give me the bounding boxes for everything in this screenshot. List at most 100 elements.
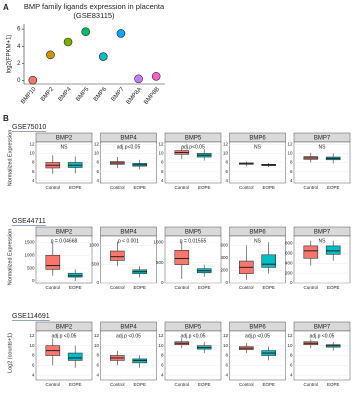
y-tick-label: 12 <box>29 141 35 146</box>
dot <box>116 29 126 38</box>
y-tick-label: 8 <box>290 160 293 165</box>
y-tick-label: 10 <box>94 343 100 348</box>
y-tick-label: 500 <box>156 260 164 265</box>
y-tick-label: 500 <box>27 265 35 270</box>
dataset-label: GSE114691 <box>12 313 50 320</box>
y-tick-label: 10 <box>158 151 164 156</box>
plot-area <box>229 235 286 284</box>
dataset-label: GSE75010 <box>12 124 46 131</box>
panel-title: BMP7 <box>314 135 331 141</box>
y-tick-label: 1000 <box>89 243 100 248</box>
y-tick-label: 6 <box>96 362 99 367</box>
y-tick-label: 10 <box>158 343 164 348</box>
y-tick-label: 800 <box>285 241 293 246</box>
x-tick-label: Control <box>46 382 61 387</box>
x-tick-label: Control <box>175 185 190 190</box>
y-tick-label: 6 <box>161 362 164 367</box>
annotation: adj.p <0.05 <box>310 333 335 339</box>
y-tick-label: 12 <box>158 333 164 338</box>
dataset-label: GSE44711 <box>12 218 46 225</box>
panel-title: BMP5 <box>185 229 202 235</box>
y-tick-label: 2 <box>17 61 21 67</box>
y-tick-label: 6 <box>225 362 228 367</box>
y-tick-label: 8 <box>96 353 99 358</box>
y-tick-label: 8 <box>225 353 228 358</box>
x-tick-label: Control <box>110 185 125 190</box>
y-tick-label: 4 <box>96 178 99 183</box>
y-tick-label: 8 <box>161 353 164 358</box>
y-tick-label: 4 <box>225 372 228 377</box>
y-tick-label: 8 <box>32 353 35 358</box>
y-tick-label: 10 <box>223 151 229 156</box>
y-tick-label: 600 <box>220 243 228 248</box>
x-tick-label: BMP8B <box>143 86 161 105</box>
x-tick-label: BMP10 <box>20 86 38 105</box>
panel-title: BMP2 <box>56 135 73 141</box>
y-tick-label: 6 <box>290 169 293 174</box>
x-tick-label: Control <box>46 285 61 290</box>
y-axis-label: Log2 (counts+1) <box>7 333 13 373</box>
box <box>261 254 277 268</box>
y-tick-label: 12 <box>94 141 100 146</box>
y-tick-label: 200 <box>220 268 228 273</box>
x-tick-label: EOPE <box>327 185 340 190</box>
x-tick-label: Control <box>110 285 125 290</box>
x-tick-label: Control <box>175 285 190 290</box>
chart-subtitle: (GSE83115) <box>73 11 115 20</box>
dot <box>81 27 90 37</box>
y-tick-label: 6 <box>32 362 35 367</box>
y-tick-label: 4 <box>161 178 164 183</box>
annotation: adj.p <0.05 <box>245 333 270 339</box>
y-tick-label: 10 <box>29 343 35 348</box>
annotation: NS <box>319 144 327 150</box>
x-tick-label: EOPE <box>69 382 82 387</box>
plot-area <box>100 235 157 284</box>
annotation: adj.p<0.05 <box>117 144 141 150</box>
x-tick-label: BMP8A <box>126 86 144 105</box>
panel-title: BMP5 <box>185 324 202 330</box>
x-tick-label: Control <box>239 382 254 387</box>
annotation: p < 0.001 <box>118 238 139 244</box>
y-tick-label: 4 <box>290 178 293 183</box>
x-tick-label: Control <box>304 285 319 290</box>
plot-area <box>293 235 351 284</box>
x-tick-label: Control <box>304 185 319 190</box>
y-axis-label: Normalized Expression <box>7 130 13 187</box>
box <box>325 245 341 255</box>
y-tick-label: 0 <box>225 280 228 285</box>
y-tick-label: 4 <box>225 178 228 183</box>
x-tick-label: EOPE <box>69 285 82 290</box>
panel-title: BMP2 <box>56 229 73 235</box>
y-tick-label: 12 <box>94 333 100 338</box>
y-tick-label: 6 <box>96 169 99 174</box>
dot <box>151 71 161 81</box>
y-tick-label: 8 <box>32 160 35 165</box>
chart-title: BMP family ligands expression in placent… <box>24 2 165 11</box>
box <box>67 352 83 361</box>
y-tick-label: 1500 <box>24 240 35 245</box>
annotation: NS <box>254 144 262 150</box>
x-tick-label: EOPE <box>198 285 211 290</box>
y-tick-label: 500 <box>91 261 99 266</box>
x-tick-label: EOPE <box>133 285 146 290</box>
y-tick-label: 4 <box>96 372 99 377</box>
y-tick-label: 1000 <box>153 239 164 244</box>
x-tick-label: EOPE <box>133 185 146 190</box>
y-tick-label: 8 <box>290 353 293 358</box>
panel-title: BMP4 <box>120 135 137 141</box>
y-tick-label: 0 <box>290 280 293 285</box>
y-tick-label: 4 <box>32 178 35 183</box>
y-tick-label: 4 <box>290 372 293 377</box>
y-tick-label: 8 <box>96 160 99 165</box>
annotation: adj.p<0.05 <box>181 144 205 150</box>
plot-area <box>35 235 93 284</box>
y-tick-label: 10 <box>29 151 35 156</box>
y-tick-label: 400 <box>285 260 293 265</box>
x-tick-label: EOPE <box>69 185 82 190</box>
x-tick-label: EOPE <box>327 285 340 290</box>
annotation: adj.p <0.05 <box>116 333 141 339</box>
x-tick-label: EOPE <box>133 382 146 387</box>
x-tick-label: Control <box>110 382 125 387</box>
annotation: p = 0.01555 <box>180 238 207 244</box>
panel-title: BMP4 <box>120 229 137 235</box>
